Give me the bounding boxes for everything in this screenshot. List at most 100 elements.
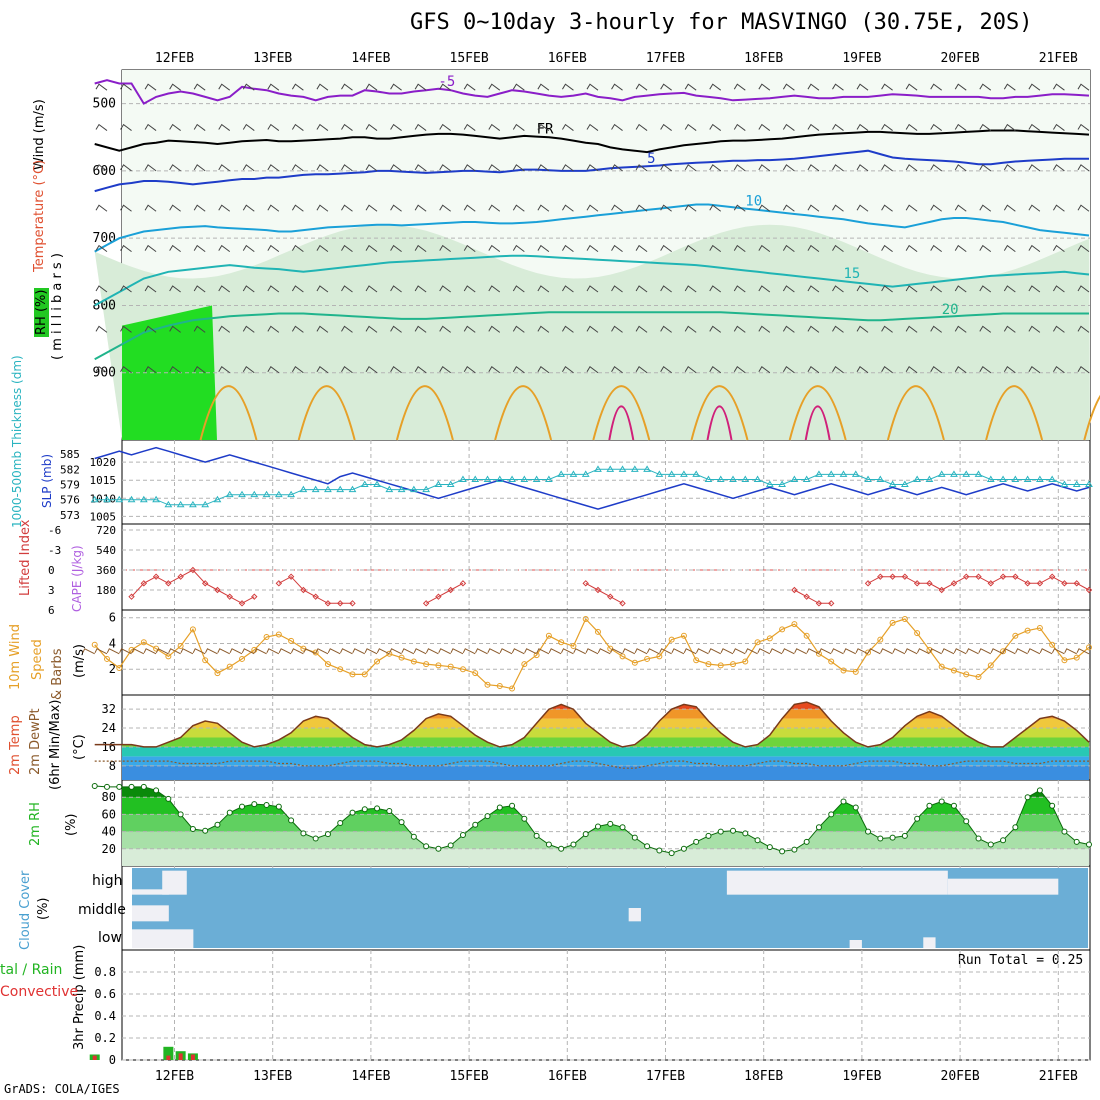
- lifted-point: [459, 580, 467, 587]
- cape-tick-label: 540: [96, 544, 116, 557]
- thickness-point: [815, 470, 823, 477]
- wind-barb: [709, 285, 722, 293]
- x-tick-label-bottom: 20FEB: [941, 1069, 980, 1084]
- thickness-point: [397, 485, 406, 493]
- wind-speed-point: [779, 626, 786, 633]
- wind-barb: [169, 325, 181, 333]
- x-tick-label-bottom: 16FEB: [548, 1069, 587, 1084]
- wind-barb: [881, 285, 893, 293]
- wind-barb: [1003, 285, 1016, 293]
- wind-barb: [95, 83, 108, 91]
- wind-barb: [537, 164, 550, 172]
- cloud-low-label: low: [98, 930, 122, 946]
- x-tick-label-top: 18FEB: [744, 51, 783, 66]
- wind-barb: [120, 204, 132, 212]
- x-tick-label-bottom: 18FEB: [744, 1069, 783, 1084]
- wind-barb: [120, 244, 132, 253]
- thickness-point: [1048, 475, 1057, 482]
- wind-barb: [537, 285, 550, 293]
- wind-barb: [782, 164, 795, 172]
- wind-barb: [905, 83, 918, 91]
- thickness-point: [434, 480, 443, 488]
- thickness-point: [827, 470, 836, 477]
- wind-barb: [856, 204, 869, 212]
- rh-point: [779, 848, 786, 855]
- rh-point: [963, 818, 970, 825]
- wind-barb: [1077, 204, 1090, 212]
- wind-barb: [512, 325, 525, 333]
- rh-point: [987, 841, 994, 848]
- rh-point: [631, 834, 638, 841]
- rh-point: [742, 830, 749, 837]
- wind-barb: [1053, 244, 1065, 253]
- wind-barb: [267, 365, 280, 374]
- wind10-barb: [413, 648, 427, 655]
- temp-band: [122, 728, 1089, 738]
- cloud-high-label: high: [92, 873, 123, 889]
- lifted-point: [864, 580, 872, 587]
- wind10-barb: [560, 648, 574, 655]
- wind-barb: [954, 83, 967, 91]
- wind10-barb: [327, 648, 341, 655]
- wind-barb: [1003, 325, 1016, 333]
- thickness-point: [888, 480, 897, 488]
- lifted-point: [435, 593, 442, 600]
- wind-barb: [954, 164, 967, 172]
- precip-tick-label: 0.8: [94, 965, 116, 979]
- wind-barb: [709, 123, 722, 131]
- rh-point: [533, 832, 540, 839]
- wind-barb: [562, 285, 574, 293]
- wind-barb: [660, 285, 672, 293]
- isotherm-label: 5: [647, 151, 655, 167]
- temp-tick-label: 16: [102, 740, 116, 754]
- wind-barb: [267, 164, 280, 172]
- wind-speed-point: [459, 666, 466, 673]
- wind-barb: [1028, 123, 1041, 131]
- rh-point: [938, 798, 945, 805]
- wind-barb: [758, 123, 771, 131]
- wind-barb: [537, 325, 550, 333]
- wind-speed-point: [570, 643, 577, 650]
- wind-barb: [807, 164, 820, 172]
- rh-point: [251, 801, 258, 808]
- wind-barb: [979, 325, 992, 333]
- rh-point: [570, 841, 577, 848]
- wind-barb: [1053, 164, 1065, 172]
- wind-barb: [733, 285, 746, 293]
- wind-barb: [218, 83, 231, 91]
- wind-barb: [169, 365, 181, 374]
- lifted-point: [238, 600, 246, 607]
- wind-barb: [1077, 365, 1090, 374]
- rh-point: [1049, 802, 1056, 809]
- wind10-barb: [732, 648, 746, 655]
- thickness-point: [1085, 480, 1093, 488]
- wind-barb: [390, 325, 402, 333]
- wind-tick-label: 6: [109, 611, 116, 625]
- wind-barb: [979, 204, 992, 212]
- wind-barb: [1028, 244, 1041, 253]
- wind-barb: [242, 164, 255, 172]
- wind-barb: [95, 365, 108, 374]
- wind-barb: [267, 83, 280, 91]
- wind-barb: [414, 365, 427, 374]
- wind-barb: [537, 244, 550, 253]
- wind-barb: [218, 285, 231, 293]
- wind10-barb: [192, 648, 206, 655]
- wind-barb: [709, 244, 722, 253]
- wind10-barb: [278, 648, 292, 655]
- lifted-point: [214, 586, 221, 594]
- lifted-tick-label: 3: [48, 584, 55, 597]
- wind10-barb: [867, 648, 881, 655]
- wind10-barb: [708, 648, 721, 655]
- wind-speed-point: [177, 643, 184, 650]
- wind-speed-point: [398, 654, 405, 661]
- precip-tick-label: 0: [109, 1053, 116, 1067]
- wind10-barb: [659, 648, 672, 655]
- wind10-barb: [622, 648, 636, 655]
- thickness-tick-label: 579: [60, 479, 80, 492]
- wind-speed-point: [1085, 644, 1092, 651]
- thickness-tick-label: 585: [60, 448, 80, 461]
- wind10-barb: [241, 648, 255, 655]
- wind-barb: [905, 123, 918, 131]
- pressure-tick-label: 900: [93, 366, 116, 381]
